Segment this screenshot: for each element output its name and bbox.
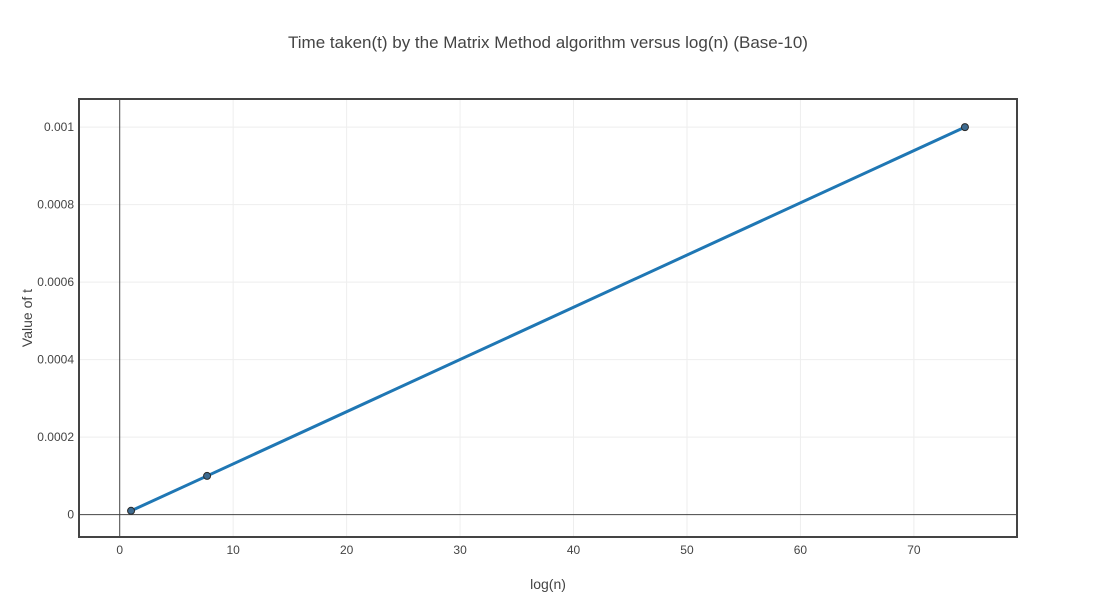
x-tick-label: 0 — [116, 543, 123, 557]
y-axis-title: Value of t — [19, 289, 35, 347]
data-point[interactable] — [203, 471, 212, 480]
y-tick-label: 0.001 — [44, 120, 74, 134]
grid-layer — [80, 100, 1016, 536]
x-tick-label: 30 — [453, 543, 467, 557]
data-point[interactable] — [127, 506, 136, 515]
x-tick-label: 20 — [340, 543, 354, 557]
x-tick-label: 60 — [794, 543, 808, 557]
x-tick-labels: 0 10 20 30 40 50 60 70 — [116, 543, 921, 557]
x-tick-label: 50 — [680, 543, 694, 557]
y-tick-labels: 0 0.0002 0.0004 0.0006 0.0008 0.001 — [37, 120, 74, 522]
y-tick-label: 0 — [67, 508, 74, 522]
data-point[interactable] — [960, 123, 969, 132]
series-layer — [127, 123, 969, 515]
zero-lines — [80, 100, 1016, 536]
x-tick-label: 10 — [226, 543, 240, 557]
x-axis-title: log(n) — [530, 576, 566, 592]
chart-title: Time taken(t) by the Matrix Method algor… — [288, 33, 808, 52]
y-tick-label: 0.0002 — [37, 430, 74, 444]
y-tick-label: 0.0008 — [37, 198, 74, 212]
x-tick-label: 40 — [567, 543, 581, 557]
y-tick-label: 0.0006 — [37, 275, 74, 289]
x-tick-label: 70 — [907, 543, 921, 557]
y-tick-label: 0.0004 — [37, 353, 74, 367]
plot-frame — [78, 98, 1018, 538]
series-line — [130, 125, 966, 513]
